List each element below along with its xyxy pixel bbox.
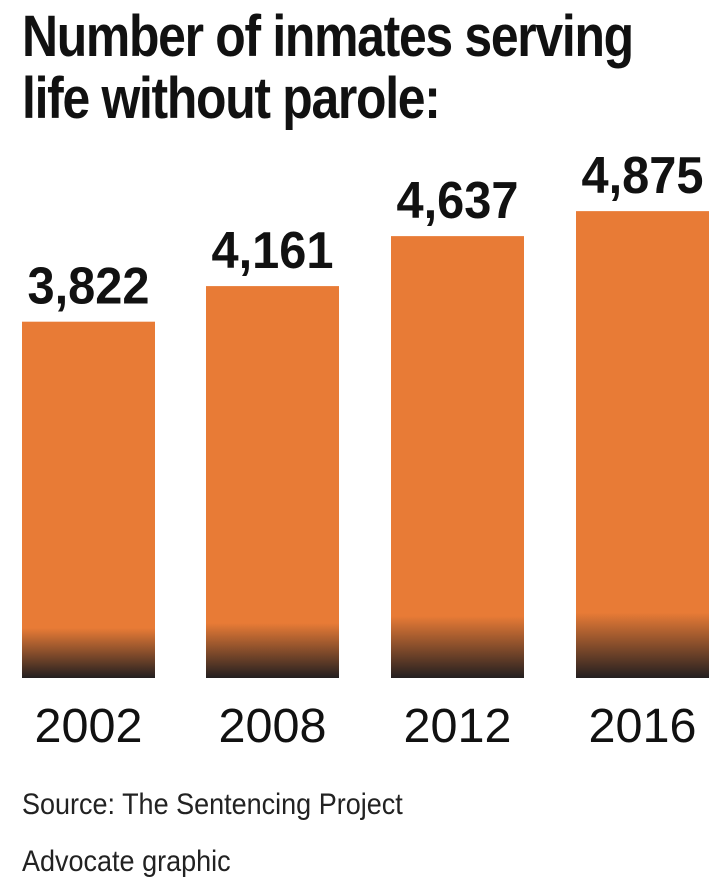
value-label-2002: 3,822 xyxy=(28,258,150,316)
value-label-2016: 4,875 xyxy=(582,147,704,205)
graphic-credit: Advocate graphic xyxy=(22,845,231,878)
category-label-2016: 2016 xyxy=(589,700,697,753)
bar-2008 xyxy=(206,286,339,678)
category-label-2012: 2012 xyxy=(404,700,512,753)
chart-title: Number of inmates serving life without p… xyxy=(22,4,634,131)
value-label-2012: 4,637 xyxy=(397,172,519,230)
category-label-2008: 2008 xyxy=(219,700,327,753)
chart-title-line-1: Number of inmates serving xyxy=(22,4,634,69)
source-note: Source: The Sentencing Project xyxy=(22,788,403,821)
bar-2012 xyxy=(391,236,524,679)
bar-2016 xyxy=(576,211,709,678)
bar-2002 xyxy=(22,321,155,678)
category-label-2002: 2002 xyxy=(35,700,143,753)
chart-title-line-2: life without parole: xyxy=(22,66,441,131)
value-label-2008: 4,161 xyxy=(212,222,334,280)
